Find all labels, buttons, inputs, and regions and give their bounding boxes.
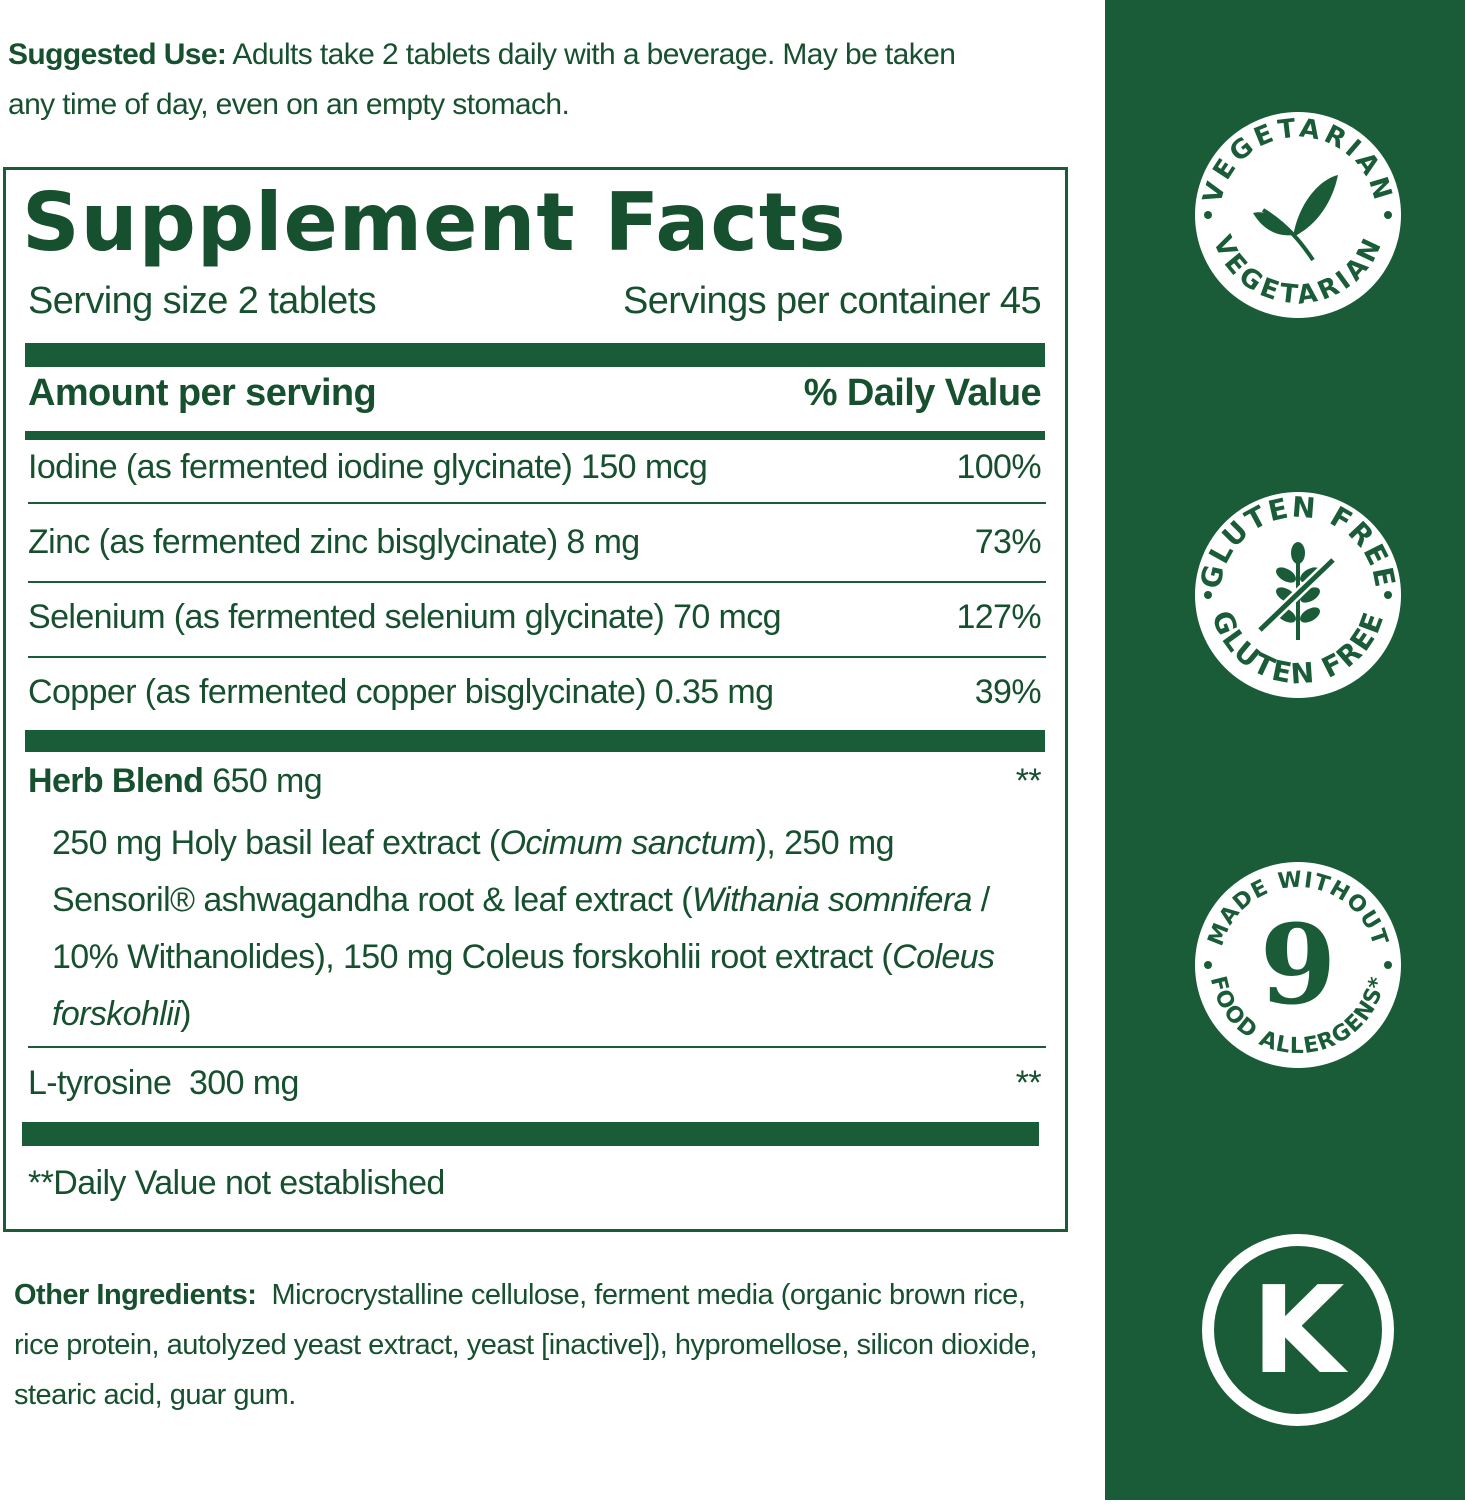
latin-name: Coleus forskohlii: [52, 938, 995, 1033]
text: ): [180, 995, 191, 1033]
supplement-facts-panel: [3, 167, 1068, 1232]
badges: VEGETARIAN VEGETARIAN GLUTEN FREE GLUTEN…: [1194, 112, 1401, 1426]
nutrient-dv: 100%: [956, 448, 1041, 486]
badge-panel: VEGETARIAN VEGETARIAN GLUTEN FREE GLUTEN…: [1105, 0, 1465, 1500]
nine-icon: 9: [1260, 900, 1337, 1029]
nutrient-dv: **: [1015, 1064, 1042, 1102]
nutrient-row: Iodine (as fermented iodine glycinate) 1…: [28, 448, 1042, 487]
latin-name: Withania somnifera: [691, 881, 973, 919]
nutrient-name: Iodine (as fermented iodine glycinate) 1…: [28, 448, 708, 486]
suggested-use-text: Adults take 2 tablets daily with a bever…: [8, 38, 956, 121]
text: 250 mg Holy basil leaf extract (: [52, 824, 500, 862]
divider-thick: [22, 1122, 1039, 1146]
kosher-badge: K: [1202, 1234, 1394, 1426]
suggested-use-label: Suggested Use:: [8, 38, 227, 71]
divider: [28, 581, 1046, 583]
nutrient-dv: 39%: [974, 673, 1042, 711]
kosher-k-icon: K: [1252, 1262, 1349, 1401]
divider-thick: [25, 730, 1045, 752]
herb-blend-dv: **: [1015, 762, 1042, 800]
nutrient-dv: 127%: [956, 598, 1041, 636]
header-row: Amount per serving % Daily Value: [28, 372, 1042, 415]
nutrient-dv: 73%: [974, 523, 1042, 561]
herb-blend-label: Herb Blend: [28, 762, 204, 800]
footnote: **Daily Value not established: [28, 1164, 1041, 1203]
herb-blend-amount: 650 mg: [203, 762, 323, 800]
divider-thick: [25, 343, 1045, 367]
latin-name: Ocimum sanctum: [499, 824, 757, 862]
nutrient-name: Zinc (as fermented zinc bisglycinate) 8 …: [28, 523, 640, 561]
tyrosine-row: L-tyrosine 300 mg **: [28, 1064, 1042, 1103]
nutrient-row: Selenium (as fermented selenium glycinat…: [28, 598, 1042, 637]
nutrient-row: Zinc (as fermented zinc bisglycinate) 8 …: [28, 523, 1042, 562]
suggested-use: Suggested Use: Adults take 2 tablets dai…: [8, 30, 1008, 130]
dv-header: % Daily Value: [803, 372, 1042, 414]
divider-medium: [25, 431, 1045, 440]
nutrient-name: Selenium (as fermented selenium glycinat…: [28, 598, 782, 636]
divider: [28, 656, 1046, 658]
other-ingredients-label: Other Ingredients:: [14, 1279, 257, 1311]
herb-blend-row: Herb Blend 650 mg **: [28, 762, 1042, 801]
serving-size: Serving size 2 tablets: [28, 280, 377, 322]
leaf-icon: [1253, 175, 1338, 262]
nutrient-row: Copper (as fermented copper bisglycinate…: [28, 673, 1042, 712]
divider: [28, 1046, 1046, 1048]
servings-per-container: Servings per container 45: [622, 280, 1042, 322]
footnote-text: **Daily Value not established: [28, 1164, 445, 1202]
nutrient-name: L-tyrosine 300 mg: [28, 1064, 299, 1102]
gluten-free-badge: GLUTEN FREE GLUTEN FREE: [1194, 490, 1401, 698]
herb-blend-detail: 250 mg Holy basil leaf extract (Ocimum s…: [52, 815, 1042, 1043]
amount-header: Amount per serving: [28, 372, 377, 414]
facts-title: Supplement Facts: [22, 176, 847, 269]
crossed-wheat-icon: [1256, 542, 1337, 640]
allergen-free-badge: MADE WITHOUT FOOD ALLERGENS* 9: [1195, 862, 1401, 1068]
divider: [28, 502, 1046, 504]
text: ), 250 mg Sensoril® ashwagandha root & l…: [52, 824, 895, 919]
vegetarian-badge: VEGETARIAN VEGETARIAN: [1195, 112, 1401, 318]
other-ingredients-text: Microcrystalline cellulose, ferment medi…: [14, 1279, 1045, 1411]
other-ingredients: Other Ingredients: Microcrystalline cell…: [14, 1270, 1074, 1420]
nutrient-name: Copper (as fermented copper bisglycinate…: [28, 673, 774, 711]
text: / 10% Withanolides), 150 mg Coleus forsk…: [52, 881, 990, 976]
serving-row: Serving size 2 tablets Servings per cont…: [28, 280, 1042, 323]
